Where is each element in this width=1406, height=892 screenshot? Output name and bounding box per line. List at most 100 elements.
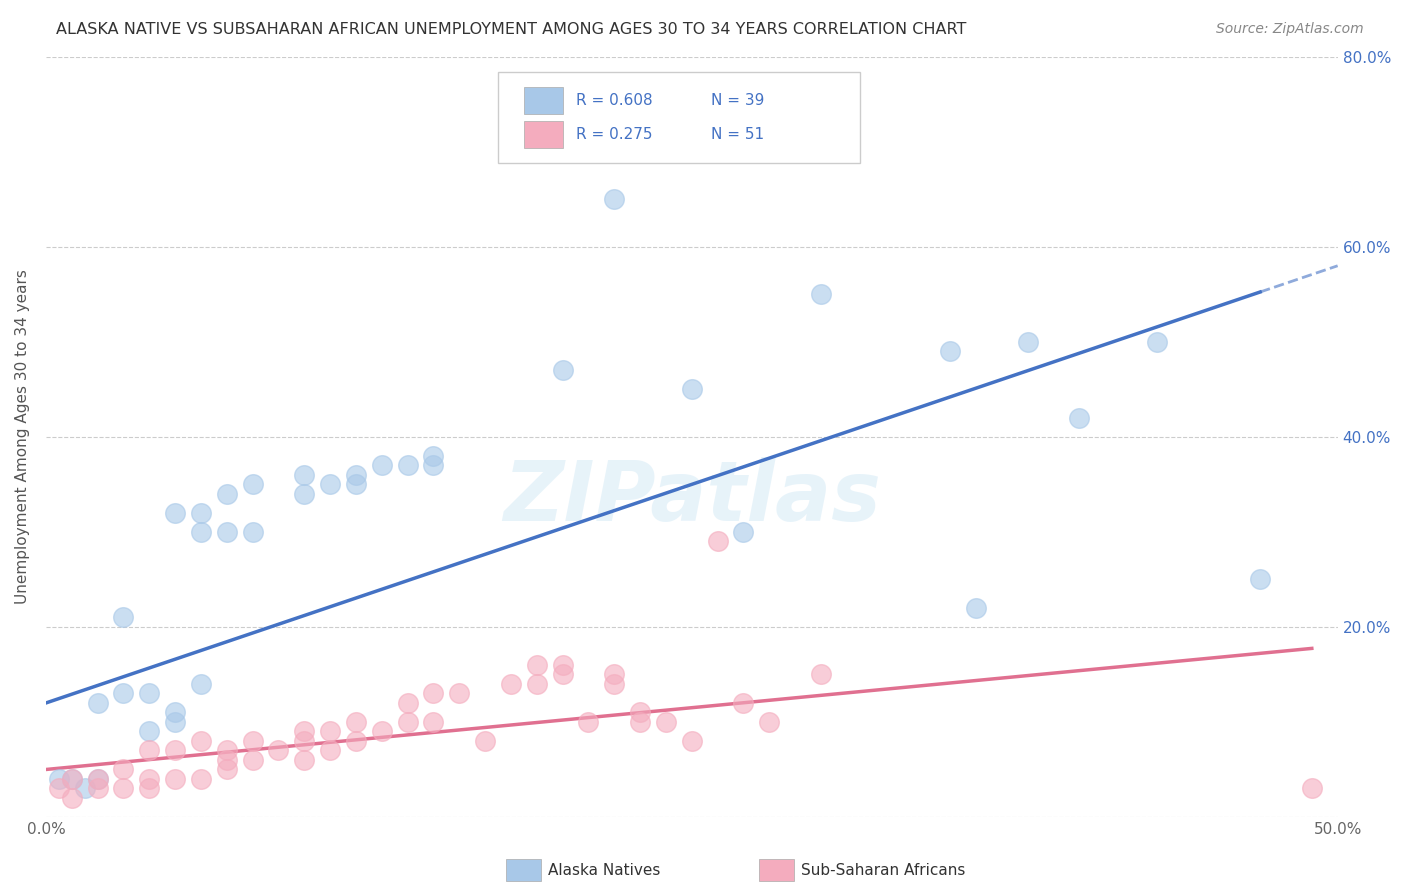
FancyBboxPatch shape bbox=[524, 121, 562, 148]
Point bbox=[733, 524, 755, 539]
Text: Alaska Natives: Alaska Natives bbox=[548, 863, 661, 878]
Point bbox=[138, 743, 160, 757]
Point bbox=[551, 363, 574, 377]
Point bbox=[112, 763, 135, 777]
Point bbox=[1301, 781, 1323, 796]
Point bbox=[112, 686, 135, 700]
Point bbox=[526, 657, 548, 672]
Point bbox=[344, 734, 367, 748]
Point bbox=[138, 724, 160, 739]
Point bbox=[499, 677, 522, 691]
Point bbox=[939, 344, 962, 359]
Point bbox=[190, 772, 212, 786]
Point bbox=[1069, 410, 1091, 425]
Point bbox=[215, 753, 238, 767]
Point bbox=[422, 714, 444, 729]
Point bbox=[706, 534, 728, 549]
Point bbox=[292, 487, 315, 501]
Point bbox=[267, 743, 290, 757]
Point bbox=[292, 724, 315, 739]
Point bbox=[371, 458, 394, 473]
Point bbox=[1249, 573, 1271, 587]
Point bbox=[292, 467, 315, 482]
Point bbox=[190, 677, 212, 691]
Point bbox=[422, 686, 444, 700]
Point bbox=[655, 714, 678, 729]
Point bbox=[603, 667, 626, 681]
Point bbox=[422, 458, 444, 473]
Text: N = 39: N = 39 bbox=[711, 93, 765, 108]
Text: ALASKA NATIVE VS SUBSAHARAN AFRICAN UNEMPLOYMENT AMONG AGES 30 TO 34 YEARS CORRE: ALASKA NATIVE VS SUBSAHARAN AFRICAN UNEM… bbox=[56, 22, 966, 37]
Point bbox=[319, 724, 342, 739]
Point bbox=[628, 706, 651, 720]
Point bbox=[242, 477, 264, 491]
Text: R = 0.275: R = 0.275 bbox=[575, 127, 652, 142]
Point bbox=[215, 763, 238, 777]
Point bbox=[603, 677, 626, 691]
Text: R = 0.608: R = 0.608 bbox=[575, 93, 652, 108]
Point bbox=[48, 772, 70, 786]
Point bbox=[215, 487, 238, 501]
Point bbox=[48, 781, 70, 796]
Text: ZIPatlas: ZIPatlas bbox=[503, 458, 880, 538]
Point bbox=[603, 192, 626, 206]
Point bbox=[138, 781, 160, 796]
Point bbox=[344, 477, 367, 491]
Point bbox=[60, 772, 83, 786]
Text: Source: ZipAtlas.com: Source: ZipAtlas.com bbox=[1216, 22, 1364, 37]
Point bbox=[165, 506, 187, 520]
Point bbox=[86, 772, 108, 786]
Point bbox=[1017, 334, 1039, 349]
Point bbox=[810, 667, 832, 681]
Point bbox=[449, 686, 471, 700]
FancyBboxPatch shape bbox=[524, 87, 562, 113]
Point bbox=[292, 753, 315, 767]
Point bbox=[112, 781, 135, 796]
Point bbox=[396, 696, 419, 710]
Point bbox=[1146, 334, 1168, 349]
Point bbox=[86, 696, 108, 710]
Point bbox=[60, 772, 83, 786]
Point bbox=[165, 772, 187, 786]
Point bbox=[965, 601, 987, 615]
Point bbox=[190, 524, 212, 539]
Text: N = 51: N = 51 bbox=[711, 127, 765, 142]
Point bbox=[60, 791, 83, 805]
Point bbox=[396, 714, 419, 729]
Point bbox=[319, 743, 342, 757]
Point bbox=[86, 772, 108, 786]
Text: Sub-Saharan Africans: Sub-Saharan Africans bbox=[801, 863, 966, 878]
Point bbox=[165, 706, 187, 720]
Point bbox=[474, 734, 496, 748]
Point bbox=[242, 524, 264, 539]
Point bbox=[628, 714, 651, 729]
Point bbox=[138, 686, 160, 700]
Point bbox=[551, 657, 574, 672]
Point bbox=[242, 753, 264, 767]
Point bbox=[526, 677, 548, 691]
Point bbox=[758, 714, 780, 729]
Point bbox=[681, 734, 703, 748]
Point bbox=[242, 734, 264, 748]
Point bbox=[733, 696, 755, 710]
Point bbox=[190, 734, 212, 748]
Point bbox=[86, 781, 108, 796]
Point bbox=[165, 743, 187, 757]
Point bbox=[422, 449, 444, 463]
Point bbox=[215, 524, 238, 539]
Point bbox=[292, 734, 315, 748]
Y-axis label: Unemployment Among Ages 30 to 34 years: Unemployment Among Ages 30 to 34 years bbox=[15, 269, 30, 604]
Point bbox=[215, 743, 238, 757]
Point bbox=[371, 724, 394, 739]
Point bbox=[681, 382, 703, 396]
Point bbox=[344, 714, 367, 729]
Point bbox=[344, 467, 367, 482]
Point bbox=[73, 781, 96, 796]
Point bbox=[138, 772, 160, 786]
FancyBboxPatch shape bbox=[498, 72, 859, 163]
Point bbox=[165, 714, 187, 729]
Point bbox=[190, 506, 212, 520]
Point bbox=[551, 667, 574, 681]
Point bbox=[810, 287, 832, 301]
Point bbox=[578, 714, 600, 729]
